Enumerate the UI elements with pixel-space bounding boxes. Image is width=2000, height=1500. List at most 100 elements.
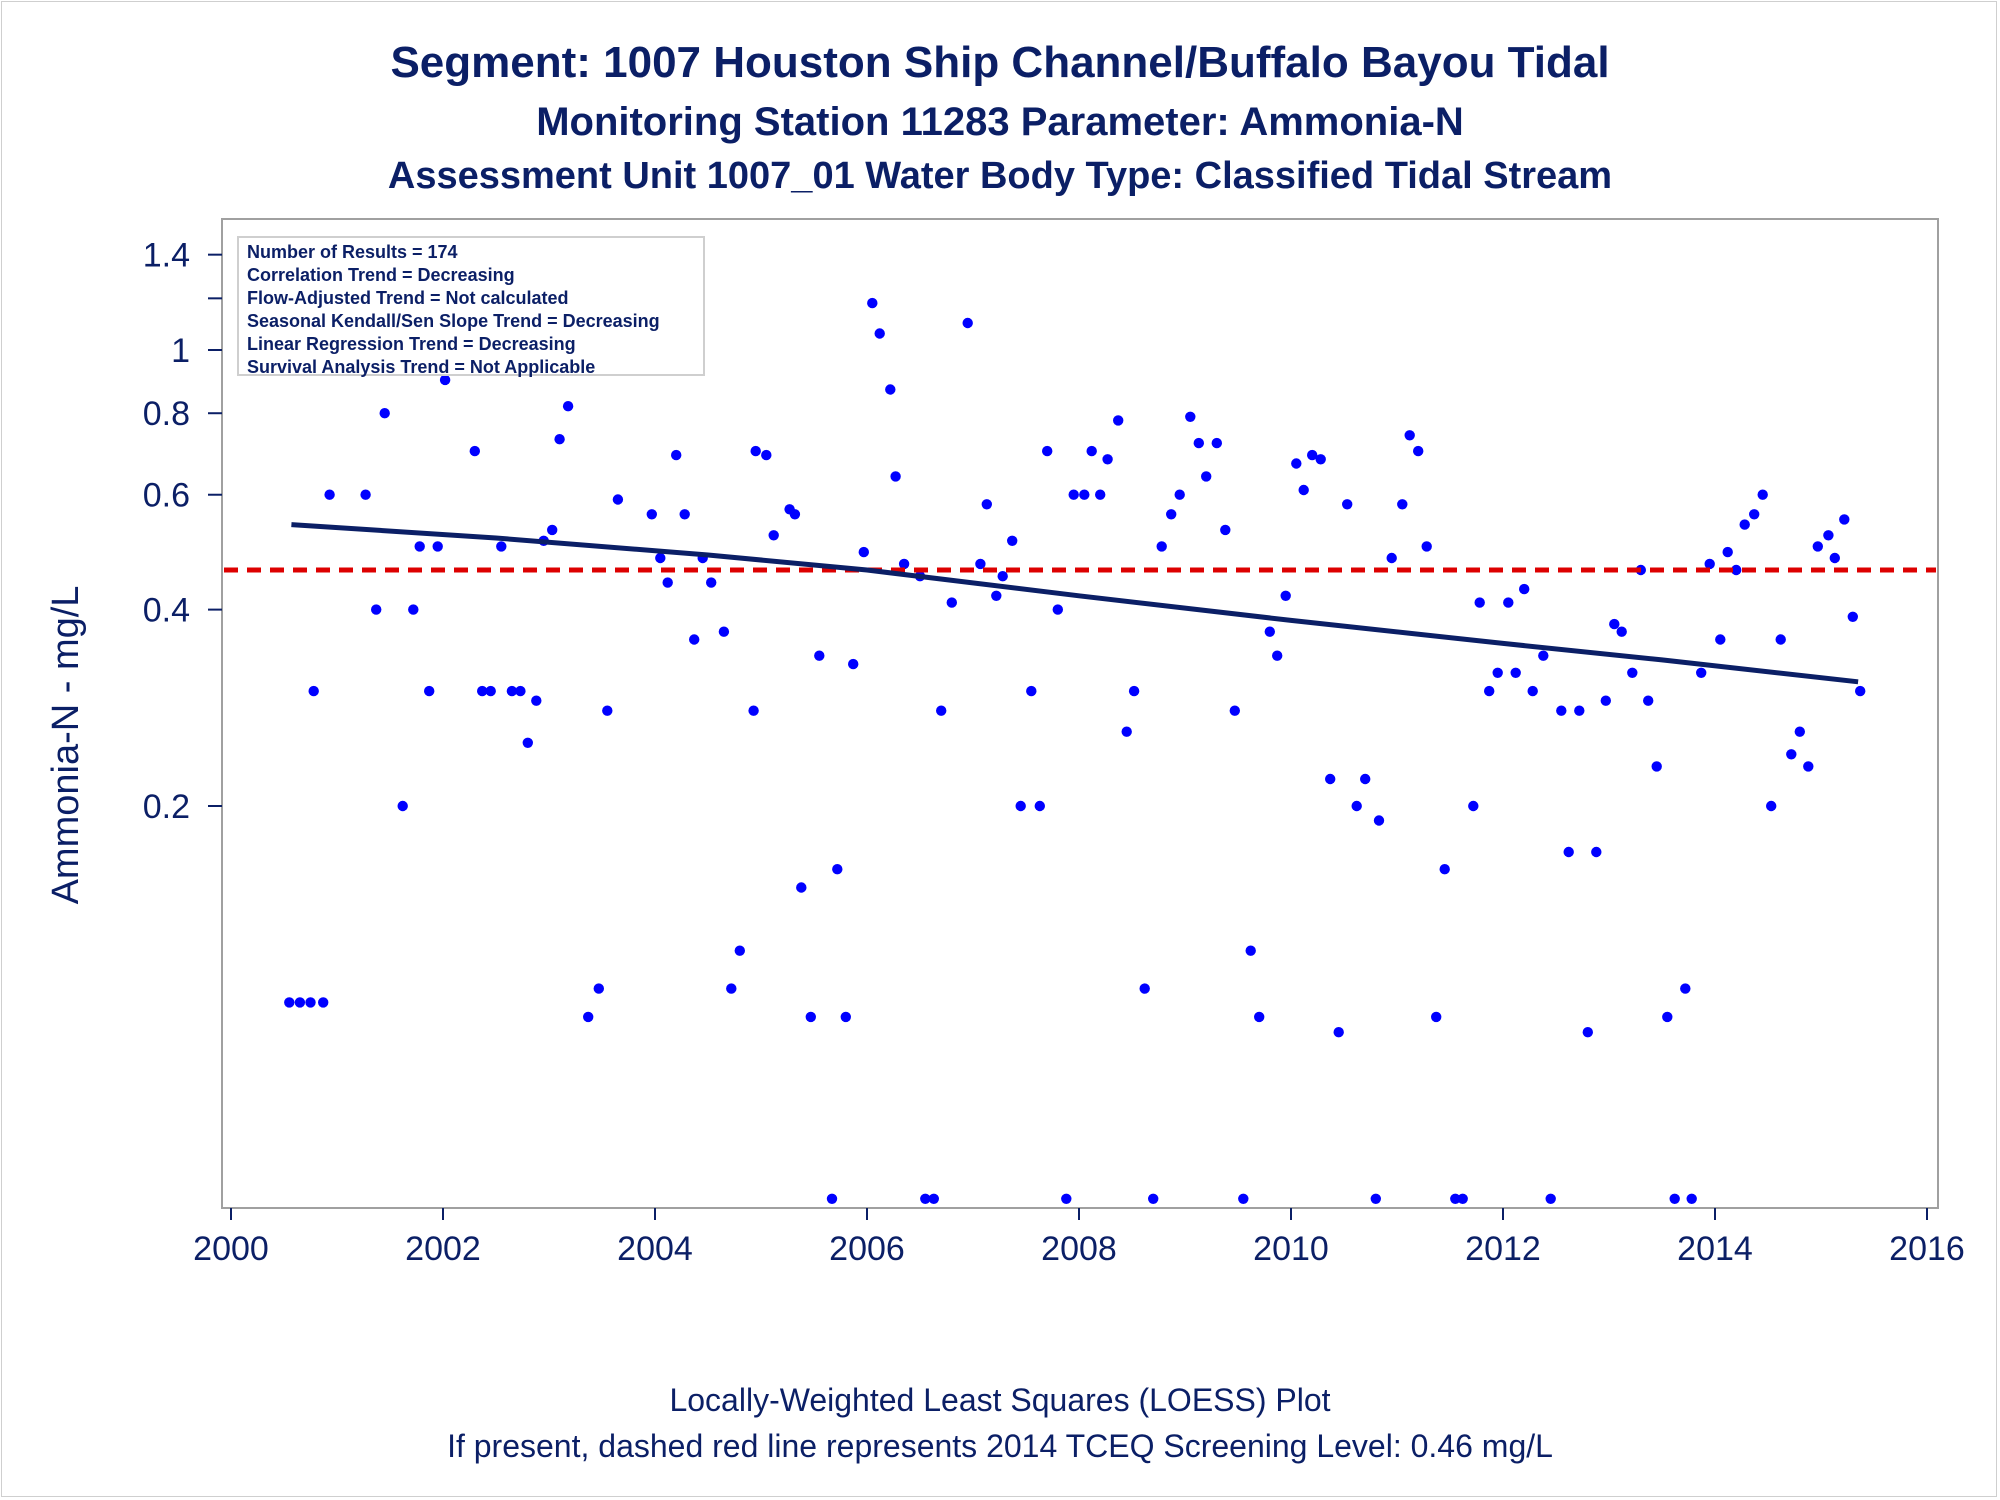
data-point <box>1766 800 1777 812</box>
data-point <box>414 541 425 552</box>
y-tick-label: 0.6 <box>143 477 190 515</box>
data-point <box>748 705 759 716</box>
legend-survival-analysis-trend: Survival Analysis Trend = Not Applicable <box>247 357 596 377</box>
data-point <box>562 401 574 412</box>
x-tick-label: 2014 <box>1677 1230 1753 1268</box>
footnote-loess: Locally-Weighted Least Squares (LOESS) P… <box>669 1382 1331 1418</box>
data-point <box>1439 864 1450 875</box>
data-point <box>1510 667 1521 678</box>
y-tick-label: 1 <box>171 332 190 370</box>
data-point <box>1079 489 1090 500</box>
data-point <box>1386 552 1397 564</box>
data-point <box>379 408 390 419</box>
data-point <box>1786 749 1797 760</box>
data-point <box>920 1193 931 1205</box>
data-point <box>1325 773 1336 785</box>
data-point <box>1686 1193 1697 1205</box>
legend-linear-regression-trend: Linear Regression Trend = Decreasing <box>247 334 576 354</box>
data-point <box>1739 519 1750 530</box>
data-point <box>1121 726 1132 737</box>
loess-trend-line <box>291 522 1859 685</box>
data-point <box>1397 499 1408 510</box>
data-point <box>1007 535 1018 546</box>
x-tick-label: 2004 <box>617 1230 693 1268</box>
data-point <box>496 541 507 552</box>
data-point <box>1450 1193 1461 1205</box>
data-point <box>1609 618 1620 630</box>
data-point <box>848 658 859 670</box>
data-point <box>1095 489 1106 500</box>
data-point <box>1775 634 1786 645</box>
x-tick-label: 2008 <box>1041 1230 1117 1268</box>
data-point <box>1280 590 1291 601</box>
data-point <box>890 471 901 482</box>
data-point <box>1238 1193 1249 1205</box>
y-tick-label: 0.8 <box>143 395 190 433</box>
data-point <box>1307 449 1318 461</box>
data-point <box>1669 1193 1680 1205</box>
data-point <box>936 705 947 716</box>
x-tick-label: 2012 <box>1465 1230 1541 1268</box>
data-point <box>885 384 896 395</box>
data-point <box>858 546 869 558</box>
data-point <box>671 449 682 461</box>
data-point <box>1855 685 1866 697</box>
data-point <box>1519 583 1530 595</box>
y-tick-label: 1.4 <box>143 237 190 275</box>
data-point <box>840 1011 851 1023</box>
data-point <box>1351 800 1362 812</box>
data-point <box>1061 1193 1072 1205</box>
data-point <box>1757 489 1768 500</box>
data-point <box>1229 705 1241 716</box>
data-point <box>1193 437 1205 449</box>
data-point <box>1042 445 1053 457</box>
data-point <box>1574 705 1585 716</box>
data-point <box>750 445 761 457</box>
data-point <box>1333 1027 1344 1038</box>
data-point <box>602 705 613 716</box>
data-point <box>1148 1193 1159 1205</box>
data-point <box>424 685 435 697</box>
data-point <box>318 997 329 1008</box>
data-point <box>761 449 772 461</box>
data-point <box>583 1011 594 1023</box>
data-point <box>726 983 737 994</box>
data-point <box>1034 800 1046 812</box>
data-point <box>975 558 986 570</box>
data-point <box>1457 1193 1468 1205</box>
data-point <box>814 650 825 661</box>
data-point <box>1315 454 1326 465</box>
data-point <box>689 634 700 645</box>
data-point <box>284 997 295 1008</box>
data-point <box>874 328 885 339</box>
data-point <box>1545 1193 1556 1205</box>
data-point <box>1015 800 1026 812</box>
x-tick-label: 2010 <box>1253 1230 1329 1268</box>
data-point <box>397 800 408 812</box>
x-tick-label: 2000 <box>193 1230 269 1268</box>
data-point <box>1413 445 1424 457</box>
data-point <box>1113 415 1124 426</box>
data-point <box>1722 546 1733 558</box>
data-point <box>1829 552 1841 564</box>
data-point <box>477 685 488 697</box>
data-point <box>1582 1027 1594 1038</box>
data-point <box>305 997 316 1008</box>
data-point <box>1254 1011 1265 1023</box>
data-point <box>1128 685 1140 697</box>
data-point <box>1245 945 1256 956</box>
y-axis-label: Ammonia-N - mg/L <box>45 586 87 905</box>
data-point <box>1651 761 1662 772</box>
x-tick-label: 2006 <box>829 1230 905 1268</box>
data-point <box>1715 634 1726 645</box>
data-point <box>1342 499 1353 510</box>
data-point <box>997 571 1008 582</box>
data-point <box>991 590 1002 601</box>
data-point <box>308 685 319 697</box>
legend-seasonal-kendall-trend: Seasonal Kendall/Sen Slope Trend = Decre… <box>247 311 660 331</box>
data-point <box>1627 667 1638 678</box>
data-point <box>655 552 666 564</box>
data-point <box>946 597 957 608</box>
data-point <box>485 685 496 697</box>
